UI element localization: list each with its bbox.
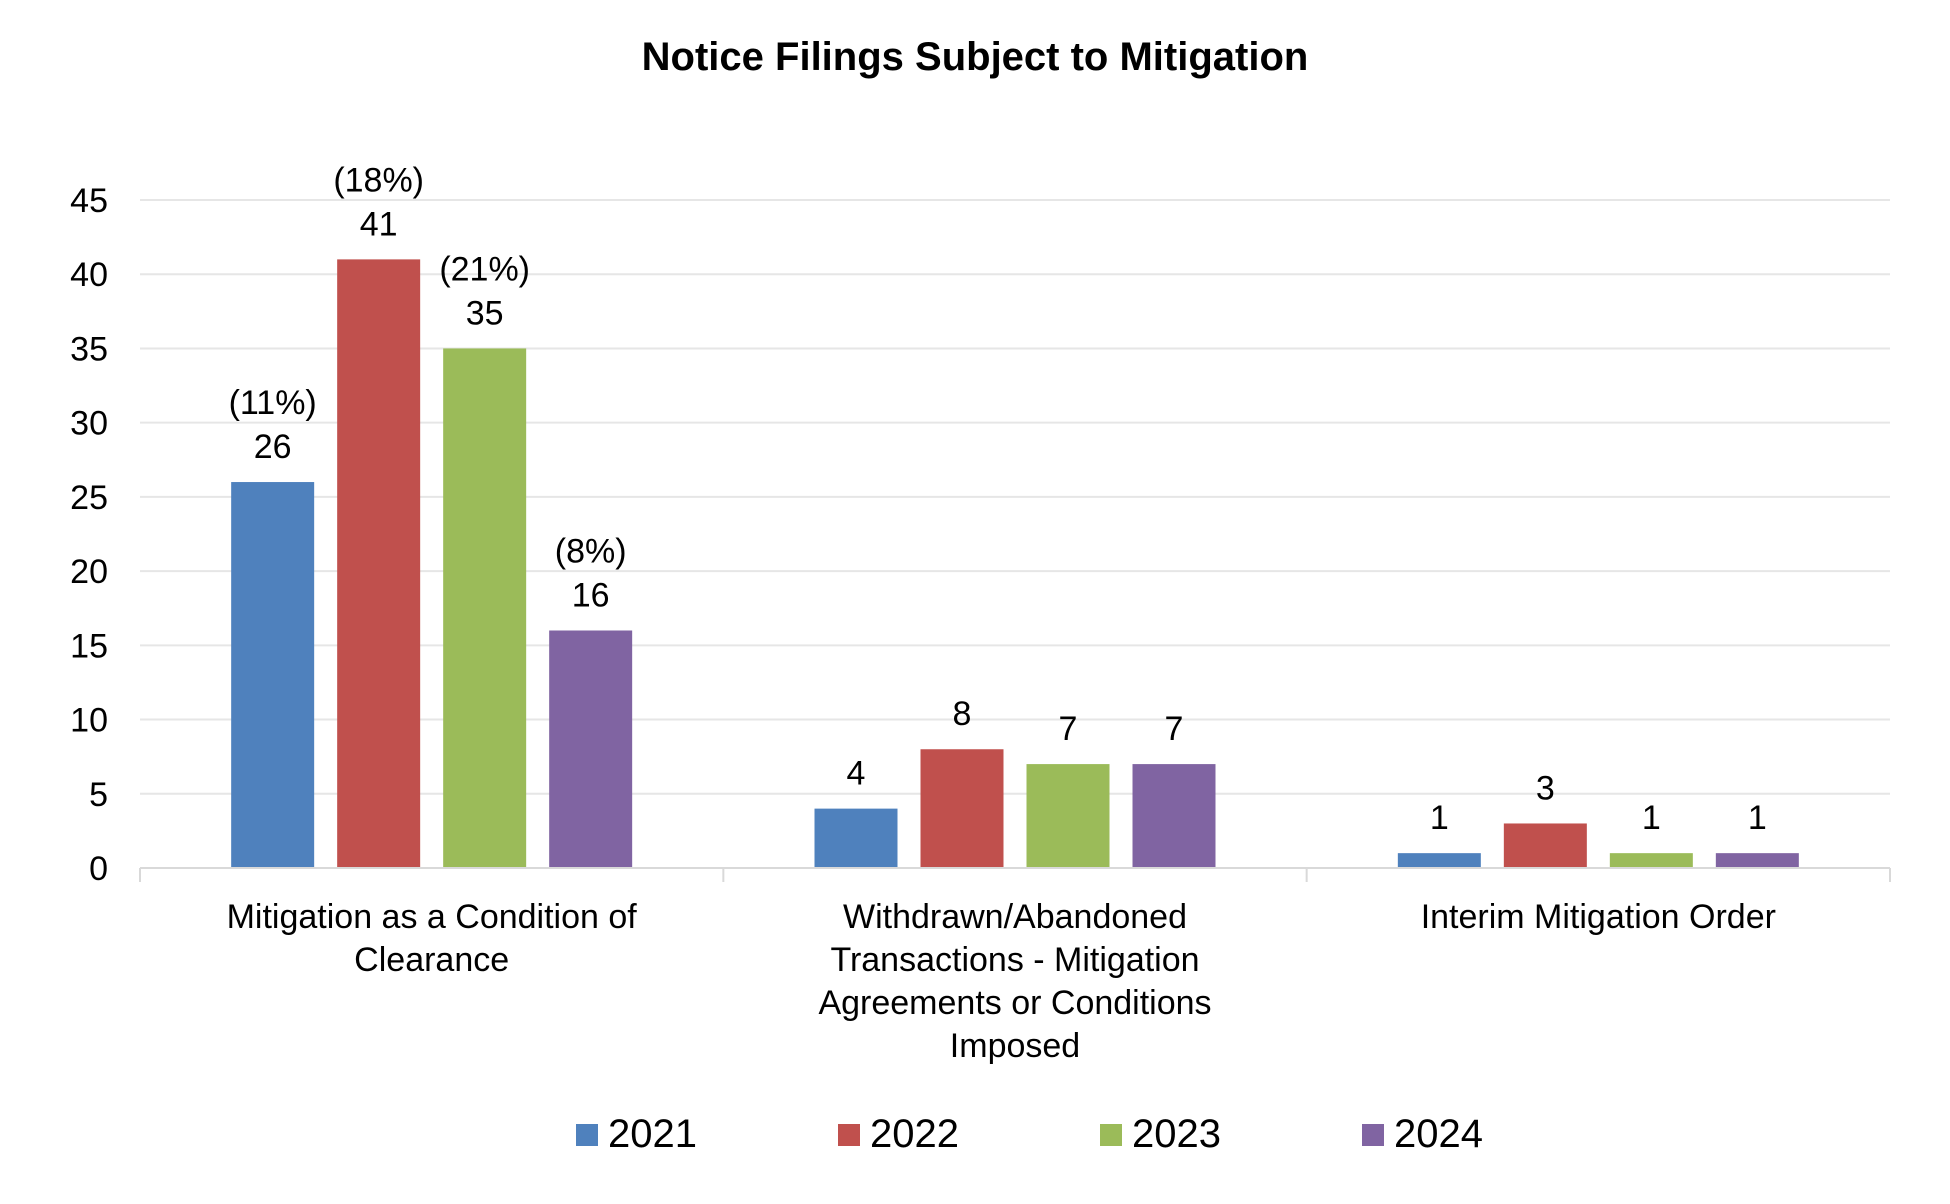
pct-label-2024-cat-1: (8%): [555, 532, 627, 570]
data-label-2023-cat-3: 1: [1642, 799, 1661, 837]
data-label-2022-cat-3: 3: [1536, 769, 1555, 807]
data-label-2023-cat-2: 7: [1059, 710, 1078, 748]
category-label-2: Imposed: [950, 1027, 1080, 1065]
y-tick-label: 15: [70, 627, 108, 665]
gridlines: [140, 199, 1890, 795]
y-tick-label: 40: [70, 256, 108, 294]
bar-2022-cat-3: [1503, 823, 1587, 868]
y-tick-label: 25: [70, 479, 108, 517]
y-tick-label: 10: [70, 702, 108, 740]
bar-2021-cat-3: [1397, 853, 1481, 868]
category-labels: Mitigation as a Condition of Clearance Wit…: [227, 898, 1776, 1065]
category-label-1: Mitigation as a Condition of: [227, 898, 638, 936]
data-label-2024-cat-2: 7: [1165, 710, 1184, 748]
legend-swatch-2022: [838, 1124, 860, 1146]
y-tick-label: 30: [70, 405, 108, 443]
bar-2024-cat-3: [1715, 853, 1799, 868]
legend-swatch-2023: [1100, 1124, 1122, 1146]
chart-title: Notice Filings Subject to Mitigation: [642, 35, 1309, 79]
data-label-2022-cat-2: 8: [953, 695, 972, 733]
data-label-2022-cat-1: 41: [360, 205, 398, 243]
bars: [231, 259, 1799, 868]
data-label-2024-cat-3: 1: [1748, 799, 1767, 837]
bar-2024-cat-2: [1132, 764, 1216, 868]
bar-2022-cat-2: [920, 749, 1004, 868]
legend-label-2021: 2021: [608, 1112, 697, 1156]
legend-swatch-2024: [1362, 1124, 1384, 1146]
bar-2024-cat-1: [549, 630, 633, 868]
y-tick-label: 35: [70, 330, 108, 368]
bar-2021-cat-2: [814, 808, 898, 868]
legend-swatch-2021: [576, 1124, 598, 1146]
data-label-2021-cat-1: 26: [254, 428, 292, 466]
category-label-2: Agreements or Conditions: [818, 984, 1211, 1022]
category-label-2: Withdrawn/Abandoned: [843, 898, 1187, 936]
pct-label-2021-cat-1: (11%): [229, 384, 317, 422]
bar-2023-cat-3: [1609, 853, 1693, 868]
bar-2022-cat-1: [337, 259, 421, 868]
bar-2023-cat-2: [1026, 764, 1110, 868]
y-tick-label: 20: [70, 553, 108, 591]
legend-item-2023: 2023: [1100, 1112, 1221, 1156]
bar-2021-cat-1: [231, 482, 315, 868]
legend-item-2021: 2021: [576, 1112, 697, 1156]
legend-label-2023: 2023: [1132, 1112, 1221, 1156]
category-label-2: Transactions - Mitigation: [830, 941, 1199, 979]
legend-label-2022: 2022: [870, 1112, 959, 1156]
data-label-2023-cat-1: 35: [466, 294, 504, 332]
data-label-2024-cat-1: 16: [572, 576, 610, 614]
legend-label-2024: 2024: [1394, 1112, 1483, 1156]
legend: 2021 2022 2023 2024: [576, 1112, 1483, 1156]
bar-2023-cat-1: [443, 348, 527, 868]
legend-item-2024: 2024: [1362, 1112, 1483, 1156]
data-label-2021-cat-3: 1: [1430, 799, 1449, 837]
pct-label-2023-cat-1: (21%): [439, 250, 530, 288]
legend-item-2022: 2022: [838, 1112, 959, 1156]
pct-label-2022-cat-1: (18%): [333, 161, 424, 199]
category-label-3: Interim Mitigation Order: [1421, 898, 1776, 936]
y-tick-label: 0: [89, 850, 108, 888]
y-tick-label: 45: [70, 182, 108, 220]
x-axis: [139, 867, 1891, 882]
category-label-1: Clearance: [354, 941, 509, 979]
y-tick-label: 5: [89, 776, 108, 814]
data-labels: 26 (11%) 41 (18%) 35 (21%) 16 (8%) 4 8 7 7 1 3 1 1: [229, 161, 1767, 837]
data-label-2021-cat-2: 4: [847, 755, 866, 793]
y-axis-ticks: 0 5 10 15 20 25 30 35 40 45: [70, 182, 108, 888]
